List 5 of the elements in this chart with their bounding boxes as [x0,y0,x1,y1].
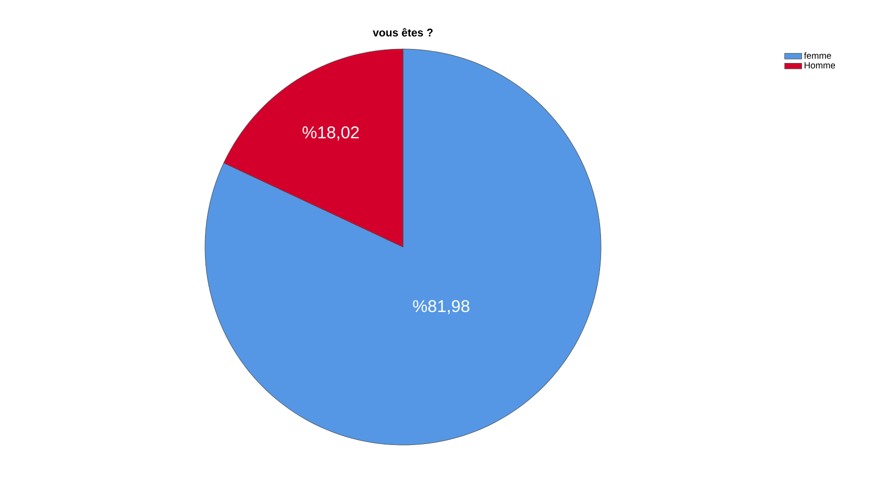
legend-label: Homme [804,62,836,68]
legend-label: femme [804,52,832,59]
data-label: %81,98 [413,300,470,314]
data-label: %18,02 [302,126,359,140]
chart-title: vous êtes ? [372,28,433,36]
